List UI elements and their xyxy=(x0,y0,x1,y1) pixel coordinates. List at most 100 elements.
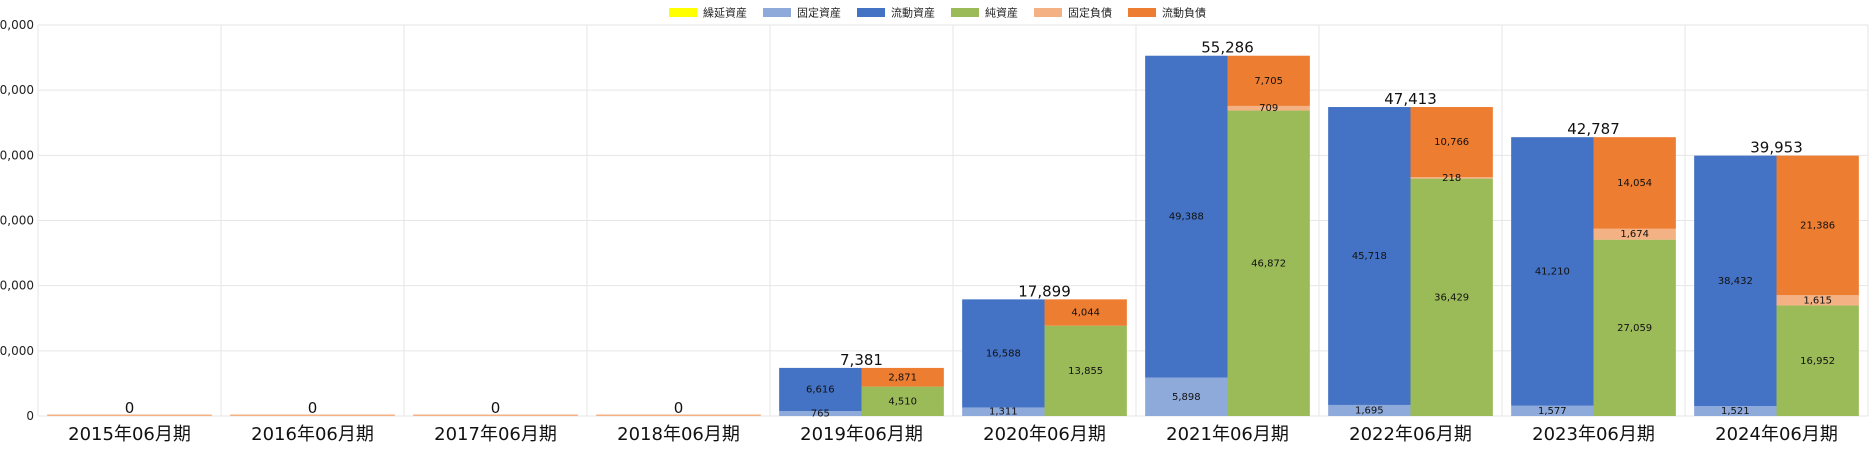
bar-segment xyxy=(1776,305,1859,416)
axis-layer: 0 10,000 20,000 30,000 40,000 50,000 60,000 201… xyxy=(0,18,1838,445)
bar-segment-empty xyxy=(129,414,212,416)
total-label: 39,953 xyxy=(1750,139,1803,157)
data-label: 2,871 xyxy=(888,372,917,383)
bar-segment-empty xyxy=(596,414,679,416)
y-tick-label: 60,000 xyxy=(0,18,34,32)
total-label: 47,413 xyxy=(1384,90,1437,108)
bars-layer xyxy=(47,55,1859,417)
data-label: 1,521 xyxy=(1721,406,1750,417)
data-label: 4,510 xyxy=(888,396,917,407)
bar-segment xyxy=(779,367,862,412)
data-label: 709 xyxy=(1259,103,1278,114)
bar-segment xyxy=(1593,137,1676,229)
x-tick-label: 2018年06月期 xyxy=(617,424,740,445)
legend-label: 純資産 xyxy=(985,7,1018,20)
y-tick-label: 30,000 xyxy=(0,214,34,228)
bar-segment xyxy=(1776,155,1859,296)
data-label: 1,311 xyxy=(989,407,1018,418)
legend-swatch xyxy=(1128,8,1156,17)
data-label: 7,705 xyxy=(1254,76,1283,87)
legend-label: 流動負債 xyxy=(1162,6,1206,20)
total-label: 0 xyxy=(674,399,684,417)
total-label: 0 xyxy=(125,399,135,417)
y-tick-label: 50,000 xyxy=(0,83,34,97)
bar-segment-empty xyxy=(413,414,496,416)
data-label: 10,766 xyxy=(1434,137,1469,148)
bar-segment xyxy=(1328,107,1411,405)
bar-segment xyxy=(1511,137,1594,406)
legend-swatch xyxy=(951,8,979,17)
y-tick-label: 40,000 xyxy=(0,148,34,162)
data-label: 218 xyxy=(1442,173,1461,184)
bar-segment xyxy=(1227,110,1310,417)
data-label: 49,388 xyxy=(1169,212,1204,223)
bar-segment-empty xyxy=(230,414,313,416)
bar-segment xyxy=(1145,55,1228,378)
data-label: 1,615 xyxy=(1803,295,1832,306)
bar-segment xyxy=(1227,105,1310,111)
bar-segment xyxy=(1694,406,1777,416)
x-tick-label: 2016年06月期 xyxy=(251,424,374,445)
legend-label: 流動資産 xyxy=(891,6,935,20)
data-label: 38,432 xyxy=(1718,276,1753,287)
bar-segment xyxy=(1410,177,1493,179)
data-label: 4,044 xyxy=(1071,308,1100,319)
data-label: 14,054 xyxy=(1617,178,1652,189)
data-label: 16,952 xyxy=(1800,356,1835,367)
data-label: 765 xyxy=(811,409,830,420)
data-label: 1,577 xyxy=(1538,406,1567,417)
legend-label: 固定資産 xyxy=(797,6,841,20)
labels-layer: 0 0 0 0 765 6,616 4,510 2,871 7,381 1,311 16,588 13… xyxy=(125,39,1835,420)
legend-swatch xyxy=(1034,8,1062,17)
grid-layer xyxy=(37,24,1869,417)
data-label: 21,386 xyxy=(1800,220,1835,231)
x-tick-label: 2019年06月期 xyxy=(800,424,923,445)
bar-segment xyxy=(1044,325,1127,416)
x-tick-label: 2017年06月期 xyxy=(434,424,557,445)
bar-segment xyxy=(962,407,1045,416)
chart-legend: 繰延資産 固定資産 流動資産 純資産 固定負債 流動負債 xyxy=(669,6,1206,20)
bar-segment xyxy=(1044,299,1127,326)
bar-segment xyxy=(1511,405,1594,416)
bar-segment xyxy=(1776,295,1859,306)
x-tick-label: 2024年06月期 xyxy=(1715,424,1838,445)
x-tick-label: 2022年06月期 xyxy=(1349,424,1472,445)
data-label: 5,898 xyxy=(1172,392,1201,403)
x-tick-label: 2021年06月期 xyxy=(1166,424,1289,445)
bar-segment xyxy=(779,411,862,416)
data-label: 1,695 xyxy=(1355,405,1384,416)
total-label: 0 xyxy=(308,399,318,417)
x-tick-label: 2023年06月期 xyxy=(1532,424,1655,445)
data-label: 36,429 xyxy=(1434,292,1469,303)
total-label: 55,286 xyxy=(1201,39,1254,57)
bar-segment xyxy=(861,386,944,416)
legend-label: 繰延資産 xyxy=(703,6,747,20)
data-label: 6,616 xyxy=(806,384,835,395)
data-label: 27,059 xyxy=(1617,323,1652,334)
bar-segment xyxy=(1410,107,1493,178)
data-label: 45,718 xyxy=(1352,251,1387,262)
bar-segment xyxy=(861,367,944,387)
bar-segment xyxy=(962,299,1045,408)
x-tick-label: 2015年06月期 xyxy=(68,424,191,445)
total-label: 0 xyxy=(491,399,501,417)
bar-segment xyxy=(1328,404,1411,416)
legend-swatch xyxy=(669,8,697,17)
legend-swatch xyxy=(857,8,885,17)
legend-swatch xyxy=(763,8,791,17)
bar-segment xyxy=(1410,178,1493,416)
bar-segment-empty xyxy=(47,414,130,416)
legend-label: 固定負債 xyxy=(1068,6,1112,20)
data-label: 16,588 xyxy=(986,348,1021,359)
total-label: 42,787 xyxy=(1567,120,1620,138)
data-label: 46,872 xyxy=(1251,258,1286,269)
data-label: 1,674 xyxy=(1620,229,1649,240)
bar-segment-empty xyxy=(678,414,761,416)
y-tick-label: 10,000 xyxy=(0,344,34,358)
x-tick-label: 2020年06月期 xyxy=(983,424,1106,445)
bar-segment xyxy=(1694,155,1777,407)
bar-segment xyxy=(1593,228,1676,240)
bar-segment xyxy=(1227,55,1310,106)
